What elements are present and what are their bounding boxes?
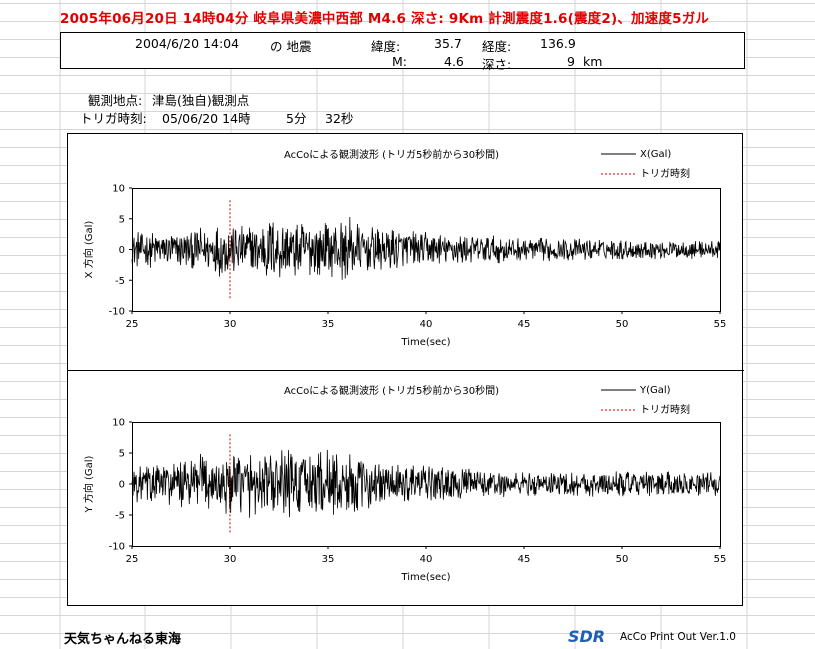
x-tick-label: 40 [420, 554, 433, 565]
x-tick-label: 55 [714, 554, 727, 565]
magnitude-value: 4.6 [444, 54, 464, 69]
legend-wave-label: Y(Gal) [639, 385, 671, 396]
legend-trigger-label: トリガ時刻 [640, 167, 690, 180]
depth-unit: km [583, 54, 603, 69]
longitude-value: 136.9 [540, 36, 576, 51]
x-tick-label: 30 [224, 319, 237, 330]
x-axis-label: Time(sec) [400, 572, 450, 583]
x-tick-label: 35 [322, 319, 335, 330]
chart-panel-x: AcCoによる観測波形 (トリガ5秒前から30秒間) X(Gal) トリガ時刻 10 5… [82, 148, 726, 348]
y-tick-label: 0 [119, 245, 125, 256]
y-tick-label: -10 [109, 542, 125, 553]
x-tick-label: 50 [616, 554, 629, 565]
footer-brand: 天気ちゃんねる東海 [64, 632, 182, 647]
x-axis-label: Time(sec) [400, 337, 450, 348]
y-tick-label: 10 [112, 418, 125, 429]
x-tick-label: 35 [322, 554, 335, 565]
x-tick-label: 30 [224, 554, 237, 565]
waveform-charts-svg: AcCoによる観測波形 (トリガ5秒前から30秒間) X(Gal) トリガ時刻 10 5… [68, 148, 744, 583]
station-value: 津島(独自)観測点 [152, 93, 250, 108]
depth-value: 9 [567, 54, 575, 69]
x-tick-label: 55 [714, 319, 727, 330]
y-axis-label: X 方向 (Gal) [82, 221, 95, 279]
headline-title: 2005年06月20日 14時04分 岐阜県美濃中西部 M4.6 深さ: 9Km… [60, 11, 710, 27]
chart-title: AcCoによる観測波形 (トリガ5秒前から30秒間) [284, 384, 499, 397]
x-tick-label: 40 [420, 319, 433, 330]
legend-trigger-label: トリガ時刻 [640, 403, 690, 416]
depth-label: 深さ: [482, 57, 512, 72]
station-label: 観測地点: [88, 93, 143, 108]
chart-title: AcCoによる観測波形 (トリガ5秒前から30秒間) [284, 148, 499, 161]
y-tick-label: -5 [115, 276, 125, 287]
waveform-series-x [131, 217, 721, 280]
trigger-minutes: 5分 [286, 111, 307, 126]
latitude-value: 35.7 [434, 36, 462, 51]
x-tick-label: 50 [616, 319, 629, 330]
x-tick-label: 45 [518, 319, 531, 330]
x-tick-label: 25 [126, 319, 139, 330]
longitude-label: 経度: [482, 39, 512, 54]
x-tick-label: 45 [518, 554, 531, 565]
event-suffix: の 地震 [270, 39, 312, 54]
chart-panel-y: AcCoによる観測波形 (トリガ5秒前から30秒間) Y(Gal) トリガ時刻 10 5… [82, 384, 726, 583]
x-tick-label: 25 [126, 554, 139, 565]
sdr-logo: SDR [568, 627, 605, 646]
y-tick-label: 10 [112, 184, 125, 195]
latitude-label: 緯度: [371, 39, 401, 54]
y-tick-label: 0 [119, 480, 125, 491]
waveform-series-y [131, 449, 721, 518]
legend-wave-label: X(Gal) [640, 149, 671, 160]
magnitude-label: M: [392, 54, 407, 69]
y-tick-label: -5 [115, 511, 125, 522]
sdr-logo-text: SDR [568, 627, 605, 646]
y-tick-label: 5 [119, 214, 125, 225]
trigger-label: トリガ時刻: [80, 111, 147, 126]
event-datetime: 2004/6/20 14:04 [135, 36, 240, 51]
waveform-charts-frame: AcCoによる観測波形 (トリガ5秒前から30秒間) X(Gal) トリガ時刻 10 5… [67, 133, 744, 606]
y-tick-label: 5 [119, 449, 125, 460]
trigger-seconds: 32秒 [325, 111, 354, 126]
earthquake-info-box: 2004/6/20 14:04 の 地震 緯度: 35.7 経度: 136.9 … [60, 32, 745, 72]
footer-version: AcCo Print Out Ver.1.0 [620, 631, 736, 643]
y-tick-label: -10 [109, 307, 125, 318]
y-axis-label: Y 方向 (Gal) [82, 455, 95, 513]
trigger-date: 05/06/20 14時 [162, 111, 251, 126]
